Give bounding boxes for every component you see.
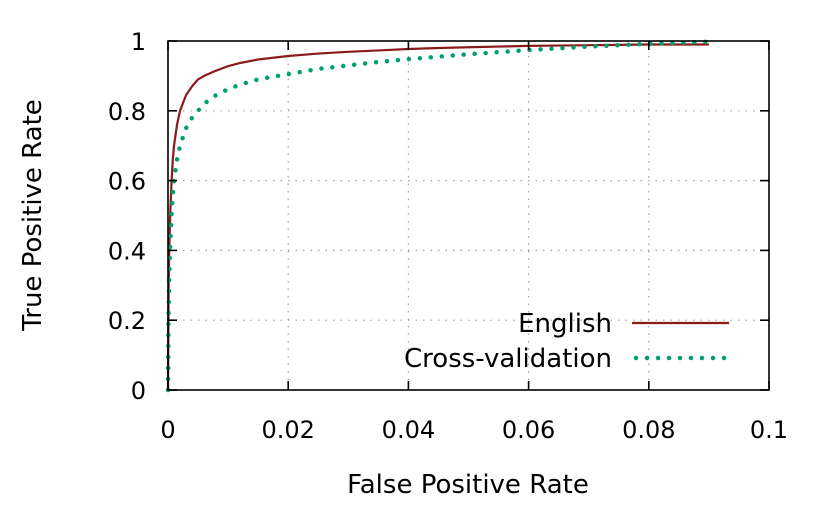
y-tick-label: 0.8 (108, 98, 146, 126)
legend-label: Cross-validation (404, 344, 612, 374)
x-tick-label: 0.04 (382, 416, 435, 444)
y-tick-label: 1 (131, 28, 146, 56)
y-tick-label: 0.6 (108, 168, 146, 196)
y-tick-label: 0.2 (108, 307, 146, 335)
axis-ticks: 0 0.02 0.04 0.06 0.08 0.1 0 0.2 0.4 0.6 0.8 1 (108, 28, 788, 444)
series-layer (165, 39, 712, 393)
x-tick-label: 0.1 (750, 416, 788, 444)
y-tick-label: 0.4 (108, 237, 146, 265)
y-axis-label: True Positive Rate (18, 99, 48, 332)
y-tick-label: 0 (131, 377, 146, 405)
x-tick-label: 0.02 (261, 416, 314, 444)
grid-lines (168, 41, 769, 390)
x-tick-label: 0.08 (622, 416, 675, 444)
x-axis-label: False Positive Rate (347, 470, 589, 500)
plot-frame (167, 40, 770, 391)
x-tick-label: 0.06 (502, 416, 555, 444)
x-tick-label: 0 (160, 416, 175, 444)
legend-label: English (518, 309, 612, 339)
legend: English Cross-validation (404, 309, 732, 374)
series-line-english (166, 43, 709, 391)
series-line-cross-validation (165, 39, 712, 393)
